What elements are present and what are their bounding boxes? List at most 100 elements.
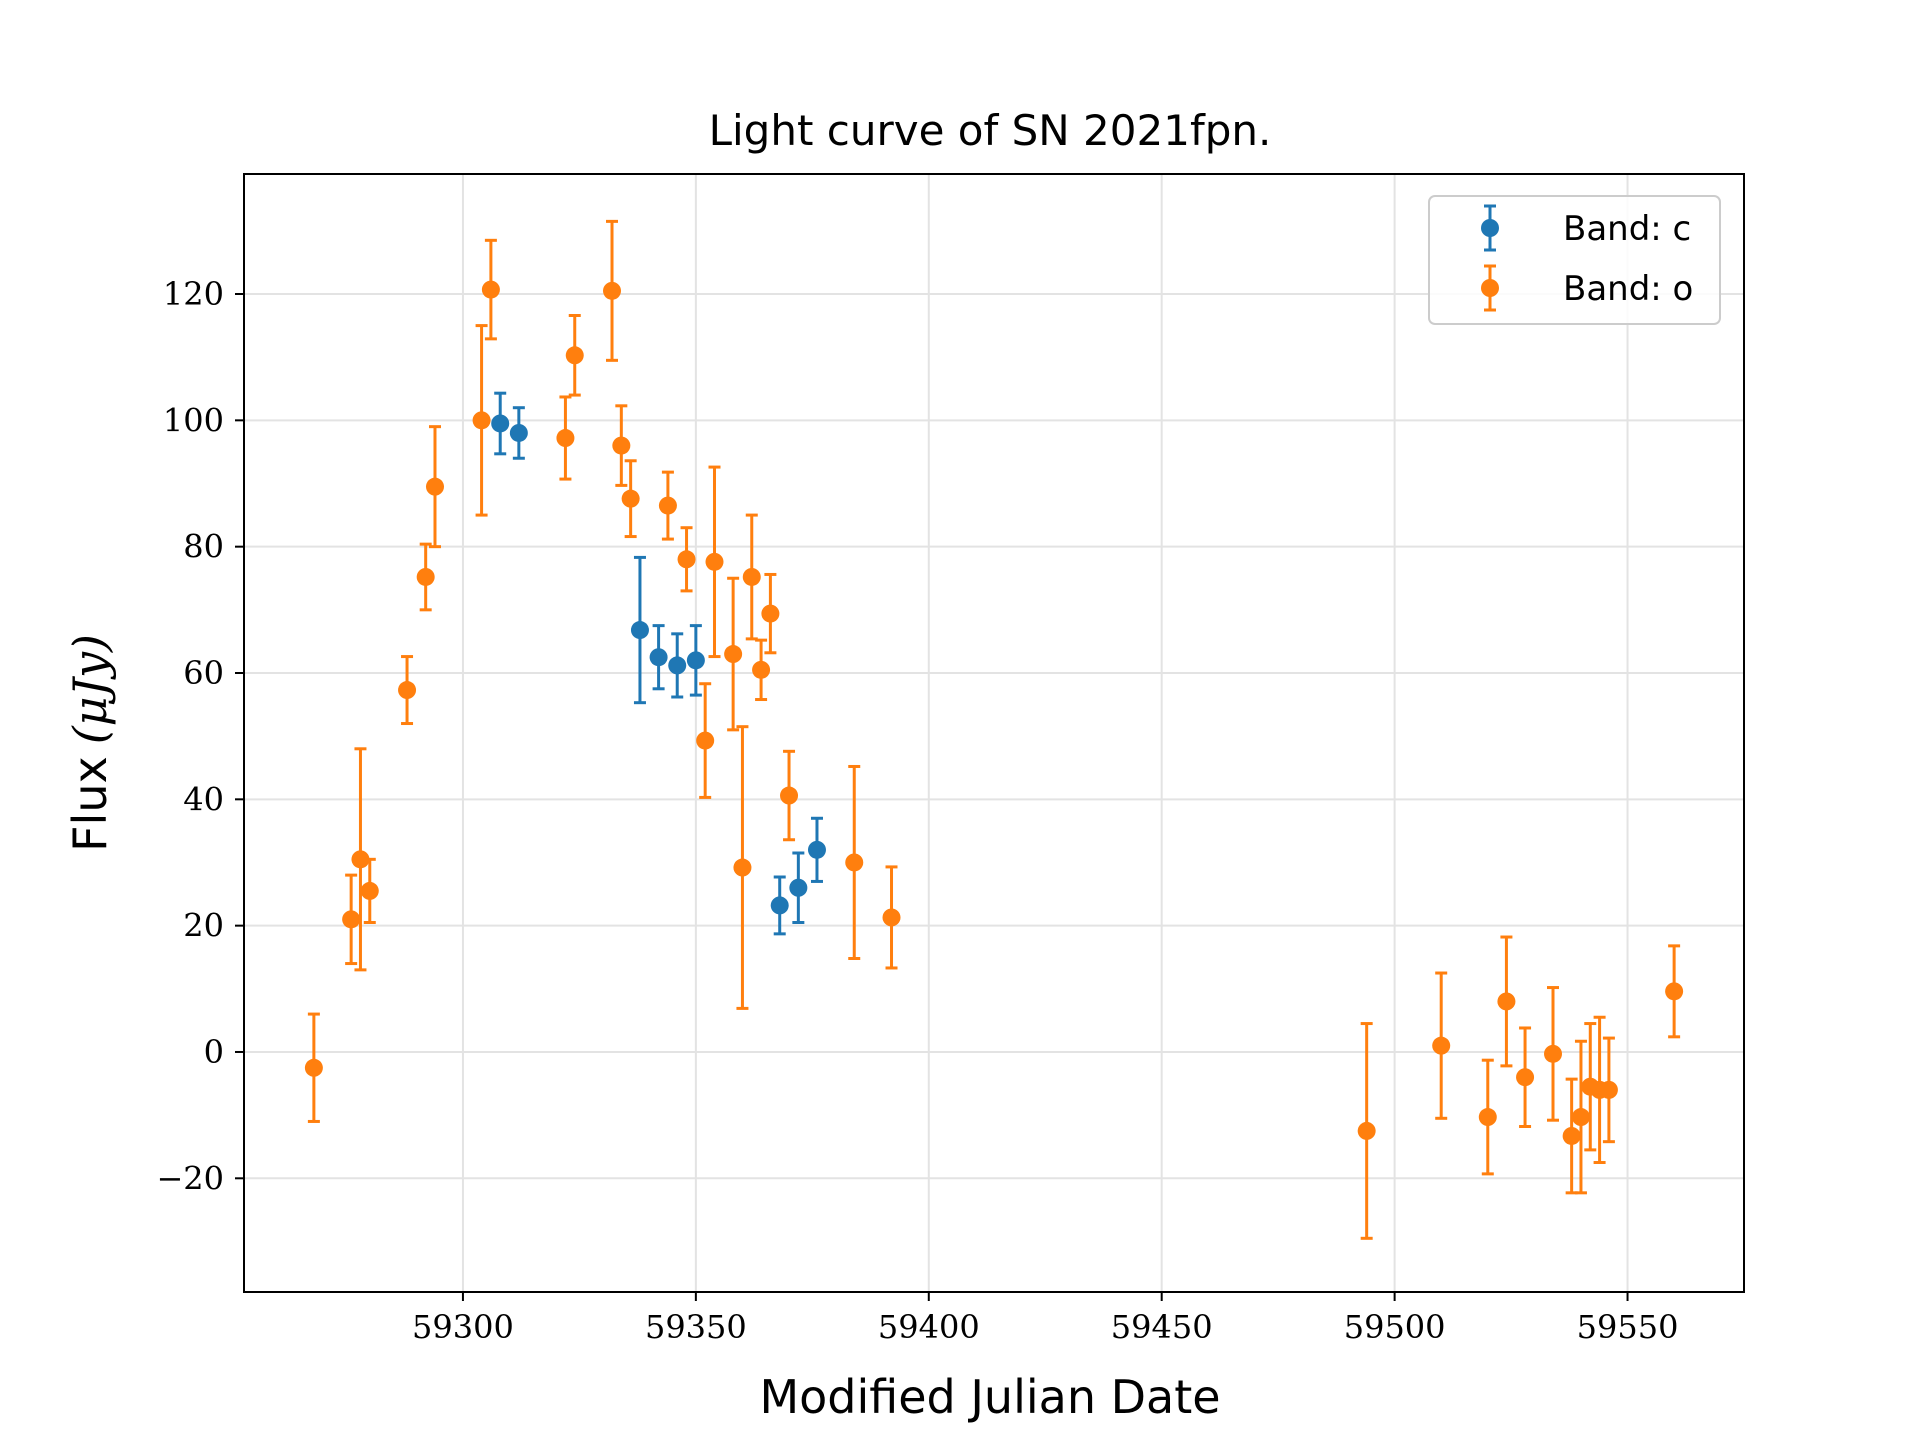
- legend-label: Band: c: [1563, 209, 1691, 249]
- data-point: [780, 749, 799, 842]
- point-marker: [761, 604, 780, 623]
- point-marker: [789, 878, 808, 897]
- data-point: [658, 470, 677, 541]
- point-marker: [1357, 1121, 1376, 1140]
- data-point: [304, 1012, 323, 1123]
- point-marker: [1432, 1036, 1451, 1055]
- y-tick-label: 60: [183, 654, 224, 692]
- legend-label: Band: o: [1563, 269, 1693, 309]
- data-point: [1665, 944, 1684, 1039]
- point-marker: [481, 280, 500, 299]
- point-marker: [882, 908, 901, 927]
- series-band-o: [304, 219, 1684, 1240]
- data-point: [677, 526, 696, 593]
- data-point: [351, 747, 370, 972]
- point-marker: [304, 1058, 323, 1077]
- series-layer: [304, 219, 1684, 1240]
- x-tick-label: 59500: [1344, 1308, 1446, 1346]
- point-marker: [686, 651, 705, 670]
- point-marker: [1478, 1108, 1497, 1127]
- point-marker: [621, 489, 640, 508]
- tick-layer: 59300 59350 59400 59450 59500 59550 −20 0 20 40 60…: [156, 275, 1678, 1346]
- data-point: [425, 425, 444, 549]
- data-point: [472, 324, 491, 517]
- point-marker: [780, 786, 799, 805]
- point-marker: [509, 423, 528, 442]
- data-point: [1497, 935, 1516, 1068]
- point-marker: [416, 567, 435, 586]
- point-marker: [724, 645, 743, 664]
- x-tick-label: 59400: [878, 1308, 980, 1346]
- legend-marker: [1481, 279, 1499, 297]
- x-tick-label: 59350: [645, 1308, 747, 1346]
- y-axis-label-unit: (μJy): [63, 634, 117, 744]
- y-axis-label: Flux (μJy): [63, 634, 117, 852]
- point-marker: [733, 858, 752, 877]
- grid-layer: [244, 174, 1744, 1292]
- point-marker: [845, 853, 864, 872]
- data-point: [612, 404, 631, 487]
- data-point: [649, 624, 668, 691]
- point-marker: [1665, 982, 1684, 1001]
- data-point: [724, 576, 743, 732]
- y-tick-label: 40: [183, 780, 224, 818]
- x-tick-label: 59300: [412, 1308, 514, 1346]
- data-point: [621, 459, 640, 539]
- x-axis-label: Modified Julian Date: [759, 1370, 1220, 1424]
- point-marker: [752, 660, 771, 679]
- point-marker: [1516, 1068, 1535, 1087]
- point-marker: [1497, 992, 1516, 1011]
- legend: Band: c Band: o: [1428, 195, 1721, 325]
- point-marker: [360, 881, 379, 900]
- data-point: [1571, 1039, 1590, 1195]
- point-marker: [556, 429, 575, 448]
- point-marker: [398, 681, 417, 700]
- data-point: [1432, 971, 1451, 1120]
- point-marker: [565, 346, 584, 365]
- point-marker: [668, 656, 687, 675]
- x-tick-label: 59550: [1577, 1308, 1679, 1346]
- point-marker: [342, 910, 361, 929]
- data-point: [752, 638, 771, 702]
- data-point: [1478, 1058, 1497, 1176]
- point-marker: [472, 411, 491, 430]
- data-point: [565, 313, 584, 397]
- point-marker: [658, 496, 677, 515]
- data-point: [789, 851, 808, 924]
- point-marker: [425, 477, 444, 496]
- data-point: [742, 513, 761, 641]
- point-marker: [1562, 1126, 1581, 1145]
- y-axis-label-text: Flux: [63, 756, 117, 852]
- plot-frame: [243, 173, 1745, 1293]
- data-point: [416, 542, 435, 612]
- point-marker: [351, 850, 370, 869]
- data-point: [705, 465, 724, 659]
- data-point: [1599, 1036, 1618, 1144]
- point-marker: [705, 552, 724, 571]
- data-point: [770, 875, 789, 936]
- point-marker: [491, 414, 510, 433]
- data-point: [342, 873, 361, 966]
- point-marker: [649, 648, 668, 667]
- point-marker: [677, 550, 696, 569]
- data-point: [733, 725, 752, 1010]
- data-point: [360, 857, 379, 924]
- data-point: [481, 238, 500, 341]
- data-point: [630, 555, 649, 705]
- data-point: [603, 219, 622, 362]
- data-point: [882, 865, 901, 970]
- legend-marker: [1481, 219, 1499, 237]
- point-marker: [770, 896, 789, 915]
- data-point: [398, 655, 417, 726]
- legend-item: Band: o: [1481, 264, 1693, 312]
- data-point: [807, 816, 826, 883]
- y-tick-label: 120: [163, 275, 224, 313]
- y-tick-label: 100: [163, 401, 224, 439]
- point-marker: [696, 731, 715, 750]
- series-band-c: [491, 391, 826, 936]
- data-point: [509, 406, 528, 460]
- y-tick-label: 80: [183, 528, 224, 566]
- data-point: [696, 682, 715, 799]
